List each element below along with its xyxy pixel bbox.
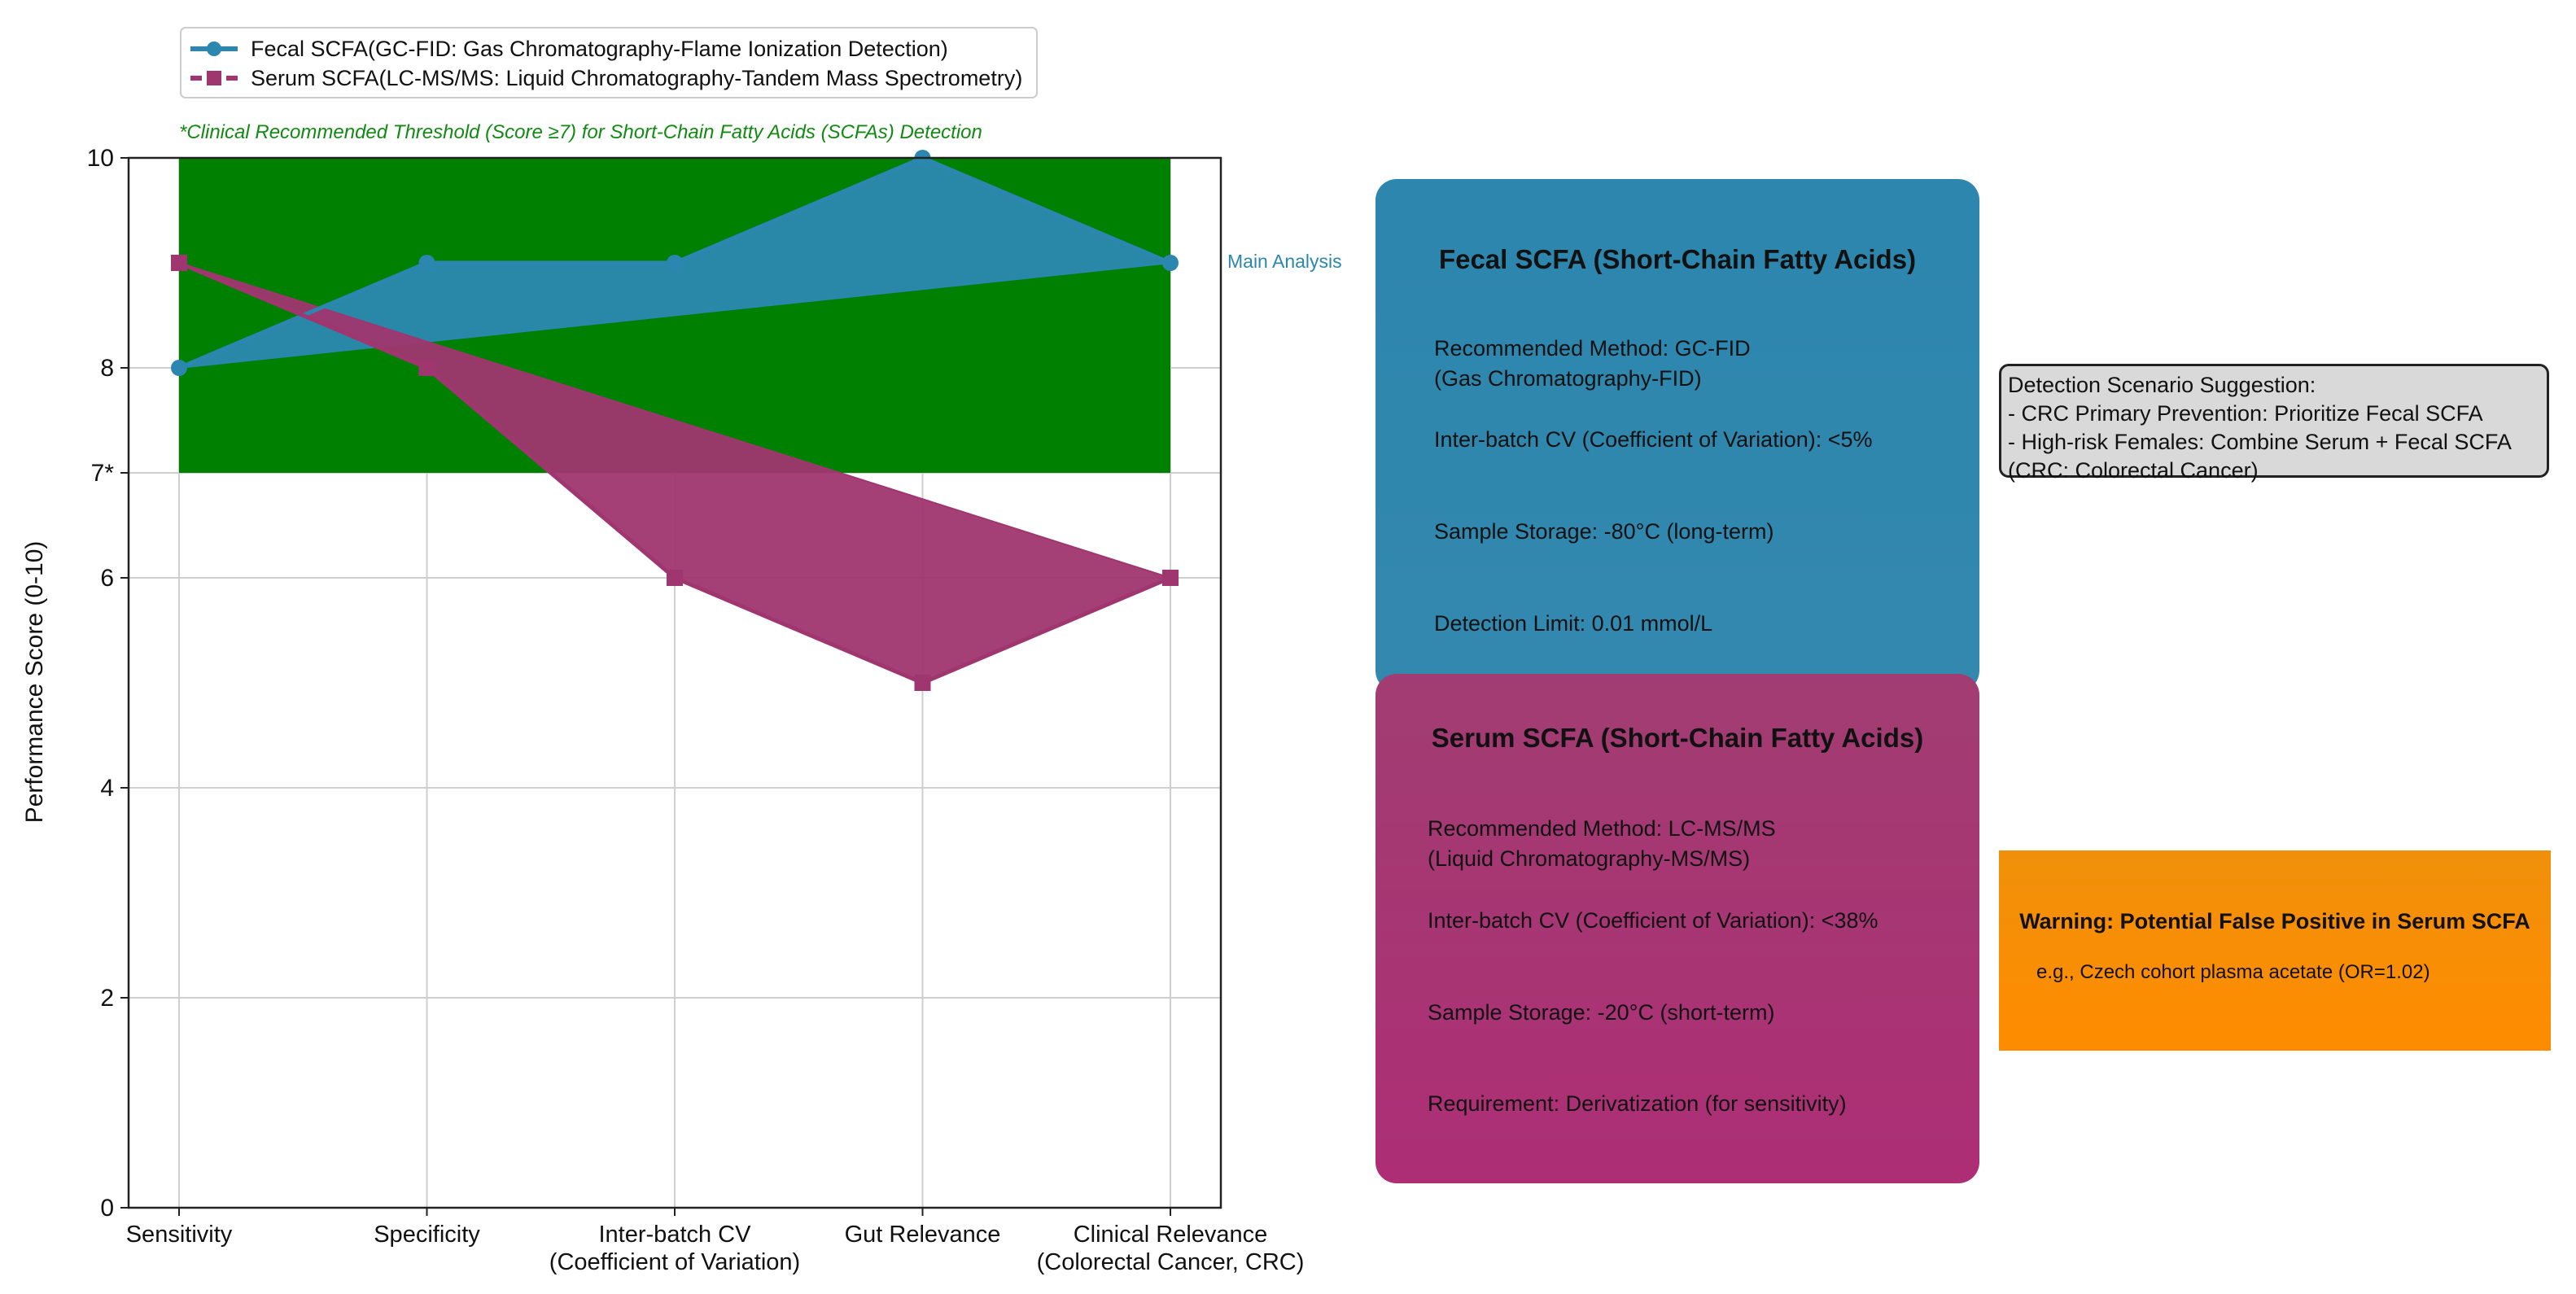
series-0-point-0 [171,360,187,376]
serum-requirement: Requirement: Derivatization (for sensiti… [1428,1091,1847,1116]
fecal-storage: Sample Storage: -80°C (long-term) [1434,519,1774,544]
scenario-line-prevention: - CRC Primary Prevention: Prioritize Fec… [2008,401,2483,426]
x-tick-label: Gut Relevance [845,1222,1001,1248]
series-0-point-2 [667,255,683,271]
legend-serum-marker [207,71,221,85]
false-positive-warning-box: Warning: Potential False Positive in Ser… [1999,850,2551,1051]
warning-example: e.g., Czech cohort plasma acetate (OR=1.… [2036,961,2430,983]
x-tick-label: Clinical Relevance (Colorectal Cancer, CR… [1037,1222,1305,1275]
y-tick-label: 8 [100,355,114,382]
y-tick-label: 2 [100,985,114,1012]
series-1-point-0 [171,255,187,271]
series-1-point-4 [1162,570,1179,586]
y-tick-label: 10 [87,145,114,172]
serum-storage: Sample Storage: -20°C (short-term) [1428,1000,1775,1025]
y-tick-label: 4 [100,775,114,802]
x-tick-label: Sensitivity [126,1222,233,1248]
y-tick-label: 0 [100,1195,114,1222]
serum-panel-title: Serum SCFA (Short-Chain Fatty Acids) [1431,723,1924,753]
series-1-point-1 [418,360,435,376]
serum-cv: Inter-batch CV (Coefficient of Variation… [1428,908,1878,933]
scenario-line-high-risk: - High-risk Females: Combine Serum + Fec… [2008,430,2512,454]
detection-scenario-box: Detection Scenario Suggestion: - CRC Pri… [1999,364,2549,483]
chart-legend: Fecal SCFA(GC-FID: Gas Chromatography-Fl… [180,27,1038,98]
fecal-detection-limit: Detection Limit: 0.01 mmol/L [1434,611,1713,636]
x-tick-label: Specificity [374,1222,480,1248]
series-1-point-3 [914,675,931,691]
serum-method: Recommended Method: LC-MS/MS (Liquid Chr… [1428,816,1776,871]
y-tick-label: 7* [91,460,115,487]
series-0-point-4 [1162,255,1179,271]
y-tick-label: 6 [100,565,114,592]
legend-frame [180,27,1038,98]
axis-ticks: 0 2 4 6 7* 8 10 Sensitivity Specificity Inter-bat… [87,145,1305,1275]
scenario-line-crc-note: (CRC: Colorectal Cancer) [2008,458,2259,483]
main-analysis-annotation: Main Analysis [1227,251,1342,272]
scenario-title: Detection Scenario Suggestion: [2008,373,2316,397]
fecal-scfa-panel: Fecal SCFA (Short-Chain Fatty Acids) Rec… [1375,179,1979,692]
legend-serum-label: Serum SCFA(LC-MS/MS: Liquid Chromatograp… [251,66,1022,90]
series-0-point-1 [418,255,435,271]
x-tick-label: Inter-batch CV (Coefficient of Variation) [549,1222,800,1275]
threshold-label: *Clinical Recommended Threshold (Score ≥… [179,121,982,143]
fecal-cv: Inter-batch CV (Coefficient of Variation… [1434,427,1873,452]
fecal-panel-title: Fecal SCFA (Short-Chain Fatty Acids) [1438,244,1917,274]
legend-fecal-marker [207,42,221,56]
fecal-method: Recommended Method: GC-FID (Gas Chromato… [1434,336,1751,391]
serum-scfa-panel: Serum SCFA (Short-Chain Fatty Acids) Rec… [1375,674,1979,1183]
series-1-point-2 [667,570,683,586]
y-axis-label: Performance Score (0-10) [21,541,48,824]
warning-title: Warning: Potential False Positive in Ser… [2019,909,2530,933]
legend-fecal-label: Fecal SCFA(GC-FID: Gas Chromatography-Fl… [251,37,948,61]
